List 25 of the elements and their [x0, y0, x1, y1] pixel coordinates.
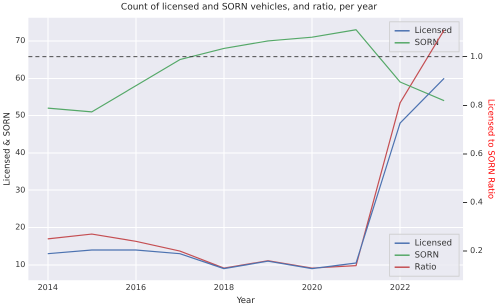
y2-tick-label: 1.0 [470, 52, 483, 61]
y-tick-label: 40 [15, 148, 26, 157]
x-tick-label: 2022 [390, 283, 410, 292]
y2-axis-title: Licensed to SORN Ratio [486, 98, 496, 200]
y-tick-label: 50 [15, 110, 26, 120]
x-tick-label: 2016 [126, 283, 146, 292]
x-axis-title: Year [236, 296, 256, 306]
legend-label: Ratio [414, 262, 436, 272]
x-tick-label: 2018 [214, 283, 234, 292]
y-tick-label: 20 [15, 222, 26, 232]
text: SORN [414, 250, 439, 260]
x-tick-label: 2014 [38, 283, 58, 292]
text: Licensed [414, 26, 452, 36]
y2-tick-label: 0.6 [470, 148, 483, 158]
x-tick-label: 2020 [302, 283, 322, 292]
y-tick-label: 70 [15, 36, 26, 46]
legend-label: Licensed [414, 238, 452, 248]
chart-title: Count of licensed and SORN vehicles, and ratio, per year [120, 2, 378, 13]
y-tick-label: 60 [15, 73, 26, 82]
y-axis-title: Licensed & SORN [2, 112, 12, 186]
y-tick-label: 10 [15, 260, 26, 269]
y-tick-label: 30 [15, 185, 26, 194]
y2-tick-label: 0.8 [470, 100, 483, 110]
y2-tick-label: 0.4 [470, 198, 483, 207]
y2-tick-label: 0.2 [470, 246, 483, 256]
